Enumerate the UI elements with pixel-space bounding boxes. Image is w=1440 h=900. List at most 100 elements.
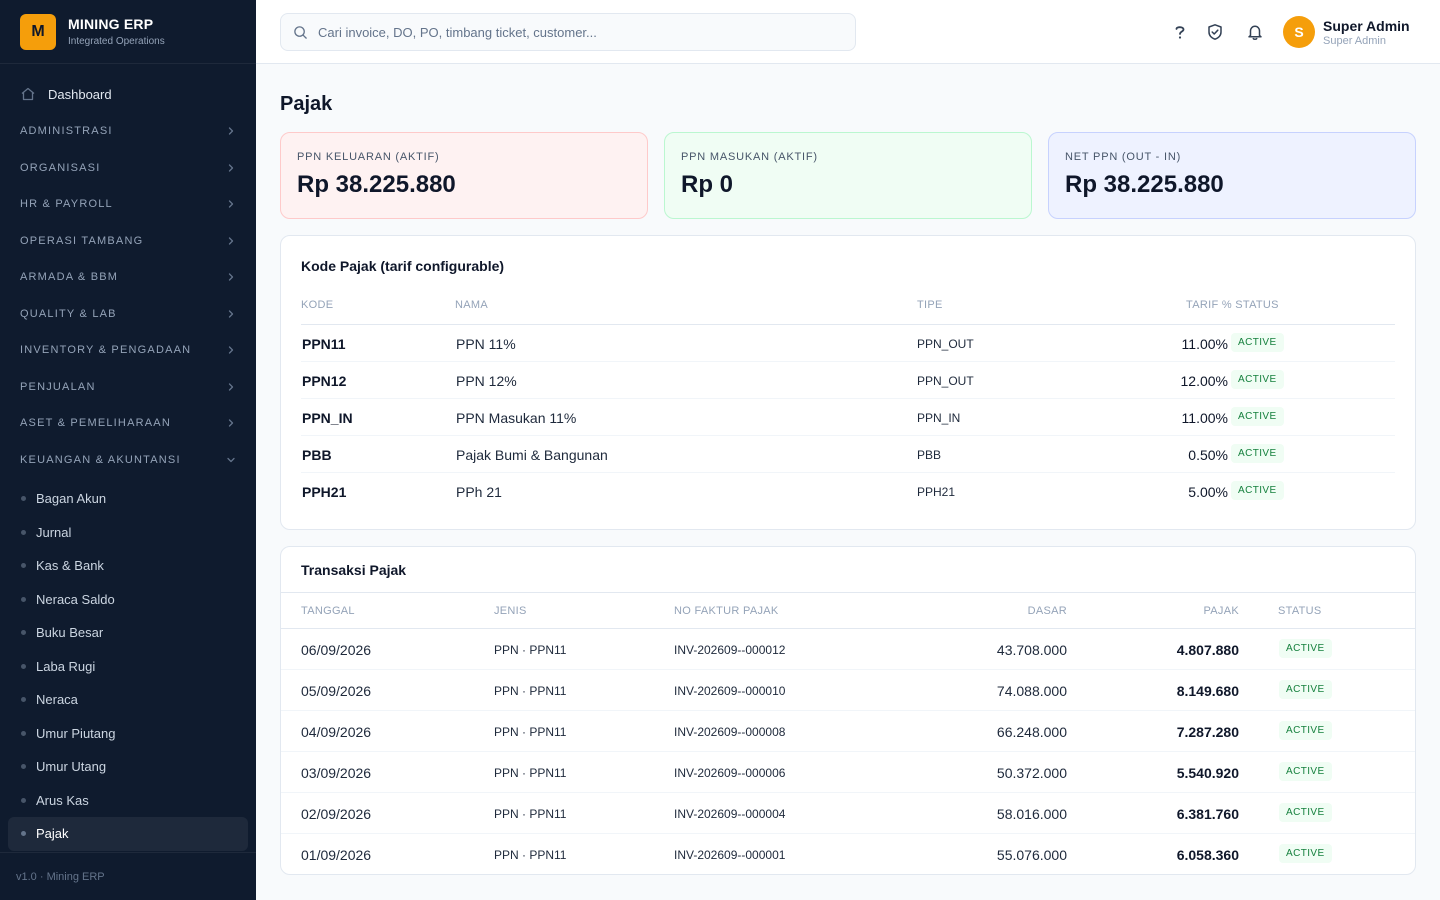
sidebar-group-aset-and-pemeliharaan[interactable]: ASET & PEMELIHARAAN: [0, 405, 256, 442]
column-header-jenis[interactable]: JENIS: [494, 605, 527, 617]
user-menu[interactable]: S Super Admin Super Admin: [1283, 16, 1410, 48]
brand-title: MINING ERP: [68, 16, 154, 32]
sidebar-group-armada-and-bbm[interactable]: ARMADA & BBM: [0, 259, 256, 296]
table-row[interactable]: PPN12 PPN 12% PPN_OUT 12.00% ACTIVE: [301, 362, 1395, 399]
sidebar-group-penjualan[interactable]: PENJUALAN: [0, 369, 256, 406]
sidebar-item-label: Neraca Saldo: [36, 591, 115, 607]
column-header-status[interactable]: STATUS: [1278, 605, 1322, 617]
bullet-icon: [21, 730, 26, 736]
tax-rate: 5.00%: [1188, 484, 1228, 500]
sidebar-item-neraca[interactable]: Neraca: [0, 683, 256, 717]
sidebar-item-bagan-akun[interactable]: Bagan Akun: [0, 482, 256, 516]
tax-name: PPN 11%: [456, 336, 516, 352]
table-row[interactable]: 01/09/2026 PPN · PPN11 INV-202609--000001 5…: [281, 834, 1415, 875]
sidebar-group-organisasi[interactable]: ORGANISASI: [0, 150, 256, 187]
sidebar-group-inventory-and-pengadaan[interactable]: INVENTORY & PENGADAAN: [0, 332, 256, 369]
status-badge: ACTIVE: [1231, 481, 1284, 500]
sidebar-group-keuangan-and-akuntansi[interactable]: KEUANGAN & AKUNTANSI: [0, 442, 256, 479]
column-header-pajak[interactable]: PAJAK: [1203, 605, 1239, 617]
table-row[interactable]: 04/09/2026 PPN · PPN11 INV-202609--000008 6…: [281, 711, 1415, 752]
sidebar-item-umur-utang[interactable]: Umur Utang: [0, 750, 256, 784]
transaction-date: 03/09/2026: [301, 765, 372, 781]
tax-amount: 7.287.280: [1176, 724, 1239, 740]
column-header-dasar[interactable]: DASAR: [1027, 605, 1067, 617]
tax-code: PBB: [302, 447, 332, 463]
sidebar-item-kas-and-bank[interactable]: Kas & Bank: [0, 549, 256, 583]
tax-amount: 4.807.880: [1176, 642, 1239, 658]
column-header-no-faktur[interactable]: NO FAKTUR PAJAK: [674, 605, 779, 617]
tax-type: PPH21: [917, 485, 956, 499]
tax-rate: 11.00%: [1181, 410, 1228, 426]
sidebar-item-umur-piutang[interactable]: Umur Piutang: [0, 717, 256, 751]
tax-type: PPN_OUT: [917, 374, 974, 388]
tax-transactions-card: Transaksi Pajak TANGGAL JENIS NO FAKTUR …: [280, 546, 1416, 875]
tax-amount: 6.381.760: [1176, 806, 1239, 822]
stat-label: PPN KELUARAN (AKTIF): [297, 151, 440, 163]
sidebar-group-administrasi[interactable]: ADMINISTRASI: [0, 113, 256, 150]
sidebar-item-pajak[interactable]: Pajak: [8, 817, 248, 851]
transaction-type: PPN · PPN11: [494, 766, 567, 780]
sidebar-footer: v1.0 · Mining ERP: [0, 852, 256, 900]
shield-check-icon[interactable]: [1204, 21, 1226, 43]
tax-code: PPN12: [302, 373, 347, 389]
bullet-icon: [21, 529, 26, 535]
status-badge: ACTIVE: [1231, 444, 1284, 463]
tax-base-amount: 74.088.000: [996, 683, 1067, 699]
topbar: S Super Admin Super Admin: [256, 0, 1440, 64]
tax-amount: 5.540.920: [1176, 765, 1239, 781]
status-badge: ACTIVE: [1231, 407, 1284, 426]
column-header-tanggal[interactable]: TANGGAL: [301, 605, 355, 617]
transaction-type: PPN · PPN11: [494, 848, 567, 862]
user-role: Super Admin: [1323, 34, 1386, 47]
transaction-type: PPN · PPN11: [494, 684, 567, 698]
status-badge: ACTIVE: [1279, 803, 1332, 822]
sidebar-group-label: INVENTORY & PENGADAAN: [20, 344, 192, 357]
sidebar-item-buku-besar[interactable]: Buku Besar: [0, 616, 256, 650]
help-icon[interactable]: [1169, 21, 1191, 43]
table-row[interactable]: 06/09/2026 PPN · PPN11 INV-202609--000012 4…: [281, 629, 1415, 670]
stat-label: NET PPN (OUT - IN): [1065, 151, 1182, 163]
status-badge: ACTIVE: [1231, 333, 1284, 352]
transaction-type: PPN · PPN11: [494, 643, 567, 657]
sidebar-item-dashboard[interactable]: Dashboard: [0, 76, 256, 112]
sidebar-item-label: Arus Kas: [36, 792, 89, 808]
table-row[interactable]: PPN11 PPN 11% PPN_OUT 11.00% ACTIVE: [301, 325, 1395, 362]
bullet-icon: [21, 663, 26, 669]
bullet-icon: [21, 563, 26, 569]
sidebar-item-jurnal[interactable]: Jurnal: [0, 516, 256, 550]
sidebar-item-arus-kas[interactable]: Arus Kas: [0, 784, 256, 818]
column-header-nama[interactable]: NAMA: [455, 299, 488, 311]
chevron-right-icon: [228, 273, 234, 281]
sidebar-group-operasi-tambang[interactable]: OPERASI TAMBANG: [0, 223, 256, 260]
chevron-right-icon: [228, 127, 234, 135]
tax-transactions-header: TANGGAL JENIS NO FAKTUR PAJAK DASAR PAJA…: [281, 592, 1415, 629]
stat-value: Rp 0: [681, 171, 734, 198]
table-row[interactable]: 02/09/2026 PPN · PPN11 INV-202609--000004 5…: [281, 793, 1415, 834]
tax-codes-header: KODE NAMA TIPE TARIF % STATUS: [301, 294, 1395, 325]
table-row[interactable]: PBB Pajak Bumi & Bangunan PBB 0.50% ACTIVE: [301, 436, 1395, 473]
sidebar-group-label: ORGANISASI: [20, 161, 101, 174]
sidebar-item-laba-rugi[interactable]: Laba Rugi: [0, 650, 256, 684]
search-input[interactable]: [318, 24, 838, 40]
column-header-tarif-status[interactable]: TARIF % STATUS: [1186, 299, 1279, 311]
bell-icon[interactable]: [1244, 21, 1266, 43]
brand[interactable]: M MINING ERP Integrated Operations: [0, 0, 256, 64]
column-header-kode[interactable]: KODE: [301, 299, 334, 311]
table-row[interactable]: 05/09/2026 PPN · PPN11 INV-202609--000010 7…: [281, 670, 1415, 711]
sidebar-group-label: ADMINISTRASI: [20, 125, 113, 138]
stat-value: Rp 38.225.880: [1065, 171, 1224, 198]
column-header-tipe[interactable]: TIPE: [917, 299, 943, 311]
tax-base-amount: 66.248.000: [996, 724, 1067, 740]
global-search[interactable]: [280, 13, 856, 51]
sidebar-item-neraca-saldo[interactable]: Neraca Saldo: [0, 583, 256, 617]
tax-invoice-number: INV-202609--000010: [674, 684, 786, 698]
tax-base-amount: 43.708.000: [996, 642, 1067, 658]
transaction-type: PPN · PPN11: [494, 725, 567, 739]
table-row[interactable]: PPH21 PPh 21 PPH21 5.00% ACTIVE: [301, 473, 1395, 510]
table-row[interactable]: PPN_IN PPN Masukan 11% PPN_IN 11.00% ACTIVE: [301, 399, 1395, 436]
sidebar-group-hr-and-payroll[interactable]: HR & PAYROLL: [0, 186, 256, 223]
bullet-icon: [21, 630, 26, 636]
stat-card-ppn-masukan: PPN MASUKAN (AKTIF) Rp 0: [664, 132, 1032, 219]
sidebar-group-quality-and-lab[interactable]: QUALITY & LAB: [0, 296, 256, 333]
table-row[interactable]: 03/09/2026 PPN · PPN11 INV-202609--000006 5…: [281, 752, 1415, 793]
